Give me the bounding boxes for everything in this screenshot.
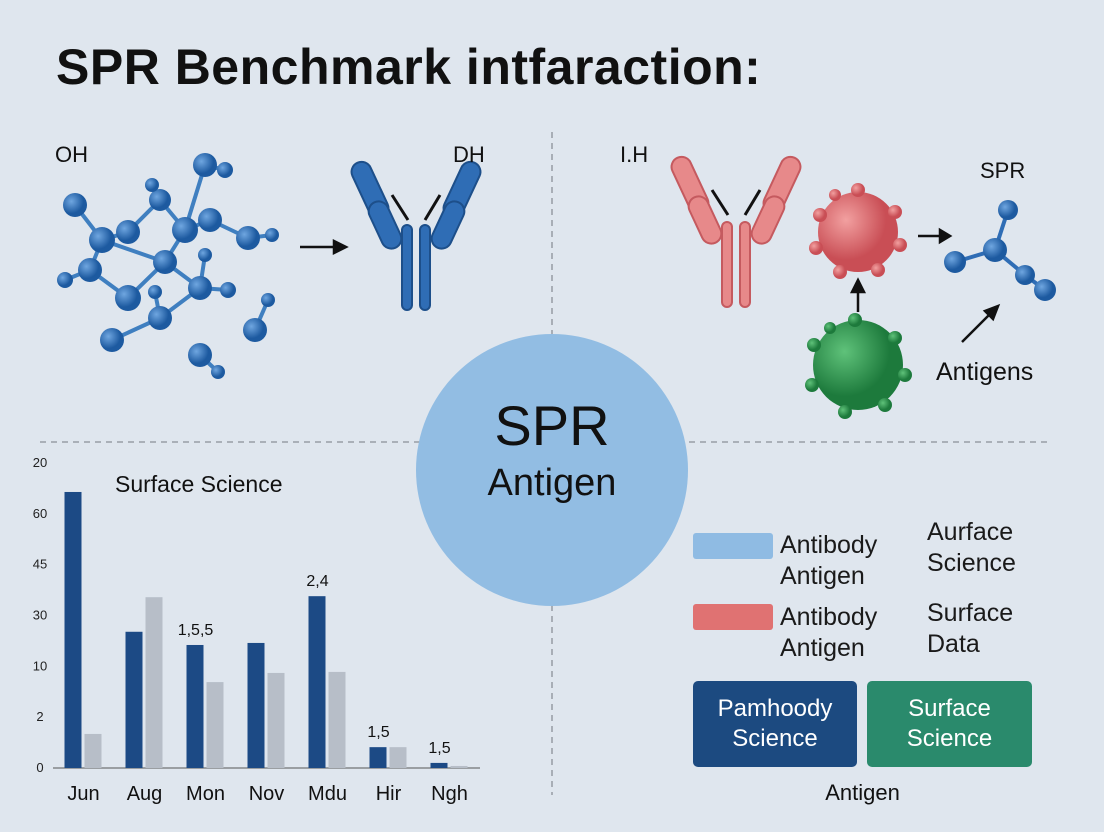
y-tick-label: 2: [36, 709, 43, 724]
y-tick-label: 10: [33, 658, 47, 673]
label: Antigens: [936, 358, 1034, 386]
x-tick-label: Mon: [186, 783, 225, 805]
x-tick-label: Nov: [249, 783, 285, 805]
bar: [206, 682, 224, 768]
bar: [308, 596, 326, 768]
bar: [84, 733, 102, 768]
annotation: 1,5,5: [178, 622, 214, 639]
virus-red: [809, 183, 907, 279]
x-tick-label: Jun: [67, 783, 99, 805]
bar: [369, 747, 387, 768]
bar: [267, 672, 285, 768]
bar: [247, 642, 265, 768]
y-tick-label: 20: [33, 455, 47, 470]
bar: [389, 747, 407, 768]
bar: [145, 597, 163, 768]
bar: [450, 765, 468, 768]
bar: [125, 631, 143, 768]
chart-title: Surface Science: [115, 471, 283, 497]
annotation: 1,5: [428, 740, 450, 757]
bar: [64, 491, 82, 768]
label: I.H: [620, 142, 649, 167]
x-tick-label: Aug: [127, 783, 163, 805]
legend-label: Antibody Antigen: [780, 603, 878, 662]
x-tick-label: Ngh: [431, 783, 468, 805]
bar: [186, 644, 204, 768]
bar: [430, 762, 448, 768]
bar: [328, 671, 346, 768]
arrows: [300, 227, 1001, 343]
center-subtitle: Antigen: [487, 462, 617, 504]
button-label: Pamhoody Science: [717, 695, 833, 752]
legend-label: Antibody Antigen: [780, 531, 878, 590]
annotation: 2,4: [306, 573, 328, 590]
y-tick-label: 0: [36, 760, 43, 775]
x-tick-label: Hir: [376, 783, 402, 805]
legend-note: Surface Data: [927, 599, 1014, 658]
molecule-atoms: [57, 153, 279, 379]
button-label: Surface Science: [906, 695, 993, 752]
y-tick-label: 60: [33, 506, 47, 521]
legend-swatch: [693, 604, 773, 630]
title: SPR Benchmark intfaraction:: [56, 39, 762, 95]
y-tick-label: 45: [33, 557, 47, 572]
y-tick-label: 30: [33, 608, 47, 623]
x-tick-label: Mdu: [308, 783, 347, 805]
center-title: SPR: [494, 394, 610, 457]
annotation: 1,5: [367, 724, 389, 741]
antibody-red: [670, 155, 802, 308]
center-circle: [416, 334, 688, 606]
virus-green: [805, 313, 912, 419]
label: OH: [55, 142, 88, 167]
footer: Antigen: [825, 780, 900, 805]
label: DH: [453, 142, 485, 167]
molecule-small: [944, 200, 1056, 301]
button[interactable]: Pamhoody Science: [693, 681, 857, 767]
antibody-blue: [350, 160, 482, 311]
legend-swatch: [693, 533, 773, 559]
label: SPR: [980, 158, 1026, 183]
legend-note: Aurface Science: [927, 518, 1016, 577]
button[interactable]: Surface Science: [867, 681, 1032, 767]
